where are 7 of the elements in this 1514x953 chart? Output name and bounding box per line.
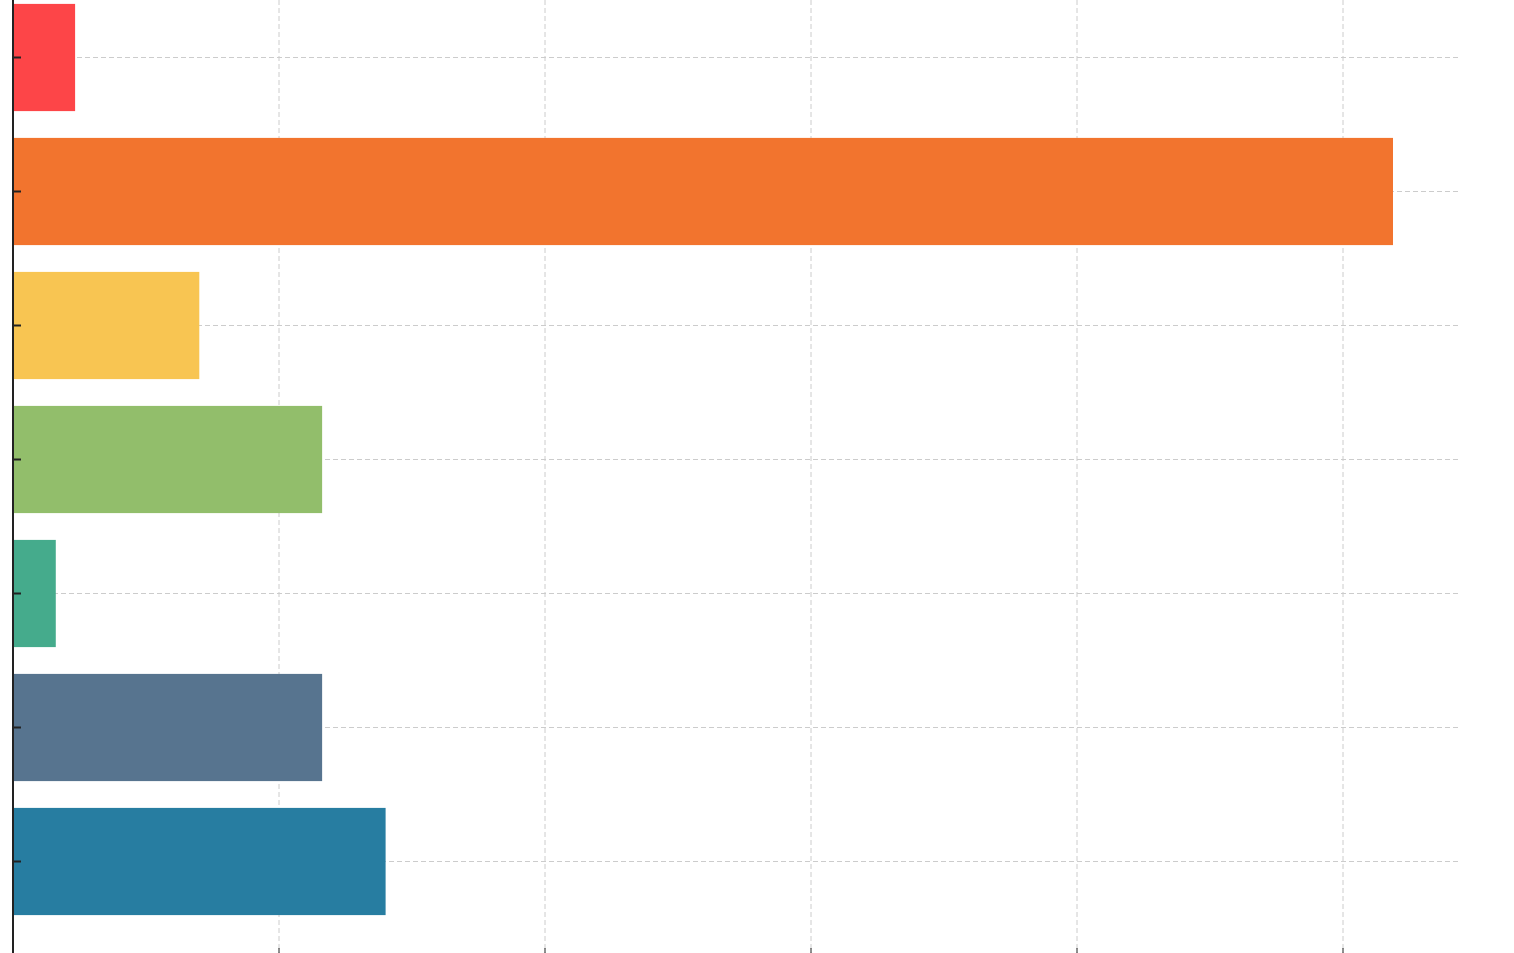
bar [13,405,323,514]
bar [13,271,200,380]
bar [13,3,76,112]
bar [13,539,56,648]
bar [13,137,1393,246]
bar [13,673,323,782]
bar [13,807,386,916]
